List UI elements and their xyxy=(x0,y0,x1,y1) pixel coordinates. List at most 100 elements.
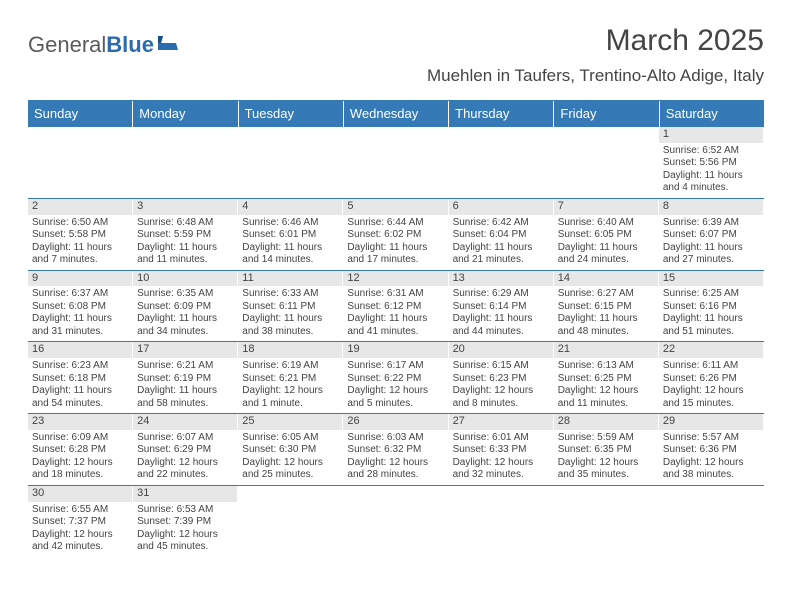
sunrise-text: Sunrise: 6:55 AM xyxy=(32,504,128,517)
calendar-cell: 14Sunrise: 6:27 AMSunset: 6:15 PMDayligh… xyxy=(554,271,659,342)
sunrise-text: Sunrise: 6:33 AM xyxy=(242,288,338,301)
week-row: 2Sunrise: 6:50 AMSunset: 5:58 PMDaylight… xyxy=(28,199,764,271)
daylight-text: Daylight: 11 hours and 41 minutes. xyxy=(347,313,443,338)
daylight-text: Daylight: 12 hours and 18 minutes. xyxy=(32,457,128,482)
day-number: 9 xyxy=(28,271,132,287)
sunset-text: Sunset: 6:21 PM xyxy=(242,373,338,386)
sunset-text: Sunset: 6:15 PM xyxy=(558,301,654,314)
day-number: 10 xyxy=(133,271,237,287)
sunrise-text: Sunrise: 6:15 AM xyxy=(453,360,549,373)
sunrise-text: Sunrise: 6:31 AM xyxy=(347,288,443,301)
calendar-cell: 21Sunrise: 6:13 AMSunset: 6:25 PMDayligh… xyxy=(554,342,659,413)
calendar-cell: 6Sunrise: 6:42 AMSunset: 6:04 PMDaylight… xyxy=(449,199,554,270)
daylight-text: Daylight: 12 hours and 5 minutes. xyxy=(347,385,443,410)
calendar-cell: 25Sunrise: 6:05 AMSunset: 6:30 PMDayligh… xyxy=(238,414,343,485)
calendar-cell: 9Sunrise: 6:37 AMSunset: 6:08 PMDaylight… xyxy=(28,271,133,342)
daylight-text: Daylight: 11 hours and 4 minutes. xyxy=(663,170,759,195)
page: GeneralBlue March 2025 Muehlen in Taufer… xyxy=(0,0,792,557)
day-number: 19 xyxy=(343,342,447,358)
sunrise-text: Sunrise: 6:52 AM xyxy=(663,145,759,158)
page-title: March 2025 xyxy=(606,24,764,58)
week-row: 30Sunrise: 6:55 AMSunset: 7:37 PMDayligh… xyxy=(28,486,764,557)
sunrise-text: Sunrise: 6:37 AM xyxy=(32,288,128,301)
sunset-text: Sunset: 6:25 PM xyxy=(558,373,654,386)
daylight-text: Daylight: 11 hours and 21 minutes. xyxy=(453,242,549,267)
day-number: 13 xyxy=(449,271,553,287)
daylight-text: Daylight: 11 hours and 17 minutes. xyxy=(347,242,443,267)
daylight-text: Daylight: 11 hours and 27 minutes. xyxy=(663,242,759,267)
daylight-text: Daylight: 11 hours and 11 minutes. xyxy=(137,242,233,267)
logo-text-1: General xyxy=(28,32,106,58)
dayhead-thursday: Thursday xyxy=(449,101,554,127)
sunrise-text: Sunrise: 6:48 AM xyxy=(137,217,233,230)
day-number: 25 xyxy=(238,414,342,430)
sunrise-text: Sunrise: 6:05 AM xyxy=(242,432,338,445)
sunrise-text: Sunrise: 6:23 AM xyxy=(32,360,128,373)
sunset-text: Sunset: 6:11 PM xyxy=(242,301,338,314)
calendar-cell: 31Sunrise: 6:53 AMSunset: 7:39 PMDayligh… xyxy=(133,486,238,557)
dayhead-tuesday: Tuesday xyxy=(239,101,344,127)
sunrise-text: Sunrise: 6:40 AM xyxy=(558,217,654,230)
calendar-cell: 12Sunrise: 6:31 AMSunset: 6:12 PMDayligh… xyxy=(343,271,448,342)
day-number: 4 xyxy=(238,199,342,215)
sunrise-text: Sunrise: 6:01 AM xyxy=(453,432,549,445)
day-number: 23 xyxy=(28,414,132,430)
flag-icon xyxy=(156,32,180,58)
daylight-text: Daylight: 12 hours and 8 minutes. xyxy=(453,385,549,410)
calendar-cell: 8Sunrise: 6:39 AMSunset: 6:07 PMDaylight… xyxy=(659,199,764,270)
sunrise-text: Sunrise: 6:39 AM xyxy=(663,217,759,230)
sunset-text: Sunset: 5:59 PM xyxy=(137,229,233,242)
sunset-text: Sunset: 6:05 PM xyxy=(558,229,654,242)
daylight-text: Daylight: 11 hours and 54 minutes. xyxy=(32,385,128,410)
sunset-text: Sunset: 6:01 PM xyxy=(242,229,338,242)
calendar-cell: 7Sunrise: 6:40 AMSunset: 6:05 PMDaylight… xyxy=(554,199,659,270)
sunrise-text: Sunrise: 6:09 AM xyxy=(32,432,128,445)
day-number: 11 xyxy=(238,271,342,287)
dayhead-friday: Friday xyxy=(554,101,659,127)
calendar-cell: 24Sunrise: 6:07 AMSunset: 6:29 PMDayligh… xyxy=(133,414,238,485)
calendar-cell-empty xyxy=(449,127,554,198)
calendar-cell: 4Sunrise: 6:46 AMSunset: 6:01 PMDaylight… xyxy=(238,199,343,270)
calendar-cell: 5Sunrise: 6:44 AMSunset: 6:02 PMDaylight… xyxy=(343,199,448,270)
logo: GeneralBlue xyxy=(28,32,180,58)
sunset-text: Sunset: 6:22 PM xyxy=(347,373,443,386)
week-row: 23Sunrise: 6:09 AMSunset: 6:28 PMDayligh… xyxy=(28,414,764,486)
daylight-text: Daylight: 12 hours and 1 minute. xyxy=(242,385,338,410)
daylight-text: Daylight: 11 hours and 38 minutes. xyxy=(242,313,338,338)
sunset-text: Sunset: 7:39 PM xyxy=(137,516,233,529)
calendar-cell: 15Sunrise: 6:25 AMSunset: 6:16 PMDayligh… xyxy=(659,271,764,342)
calendar-cell: 23Sunrise: 6:09 AMSunset: 6:28 PMDayligh… xyxy=(28,414,133,485)
calendar-cell-empty xyxy=(554,486,659,557)
day-number: 3 xyxy=(133,199,237,215)
sunrise-text: Sunrise: 6:46 AM xyxy=(242,217,338,230)
sunset-text: Sunset: 5:58 PM xyxy=(32,229,128,242)
daylight-text: Daylight: 11 hours and 44 minutes. xyxy=(453,313,549,338)
day-number: 20 xyxy=(449,342,553,358)
sunrise-text: Sunrise: 6:21 AM xyxy=(137,360,233,373)
day-number: 27 xyxy=(449,414,553,430)
day-number: 30 xyxy=(28,486,132,502)
day-number: 16 xyxy=(28,342,132,358)
calendar-cell-empty xyxy=(28,127,133,198)
sunrise-text: Sunrise: 6:44 AM xyxy=(347,217,443,230)
sunrise-text: Sunrise: 5:59 AM xyxy=(558,432,654,445)
daylight-text: Daylight: 12 hours and 35 minutes. xyxy=(558,457,654,482)
sunset-text: Sunset: 6:09 PM xyxy=(137,301,233,314)
day-number: 17 xyxy=(133,342,237,358)
sunset-text: Sunset: 6:18 PM xyxy=(32,373,128,386)
calendar-cell: 2Sunrise: 6:50 AMSunset: 5:58 PMDaylight… xyxy=(28,199,133,270)
sunset-text: Sunset: 6:29 PM xyxy=(137,444,233,457)
calendar-cell: 10Sunrise: 6:35 AMSunset: 6:09 PMDayligh… xyxy=(133,271,238,342)
calendar-cell: 19Sunrise: 6:17 AMSunset: 6:22 PMDayligh… xyxy=(343,342,448,413)
calendar: Sunday Monday Tuesday Wednesday Thursday… xyxy=(28,100,764,557)
sunrise-text: Sunrise: 6:25 AM xyxy=(663,288,759,301)
sunrise-text: Sunrise: 6:19 AM xyxy=(242,360,338,373)
sunset-text: Sunset: 7:37 PM xyxy=(32,516,128,529)
calendar-cell: 27Sunrise: 6:01 AMSunset: 6:33 PMDayligh… xyxy=(449,414,554,485)
sunset-text: Sunset: 6:33 PM xyxy=(453,444,549,457)
day-number: 24 xyxy=(133,414,237,430)
dayhead-saturday: Saturday xyxy=(660,101,764,127)
day-number: 31 xyxy=(133,486,237,502)
sunset-text: Sunset: 6:07 PM xyxy=(663,229,759,242)
header: GeneralBlue March 2025 Muehlen in Taufer… xyxy=(28,28,764,90)
